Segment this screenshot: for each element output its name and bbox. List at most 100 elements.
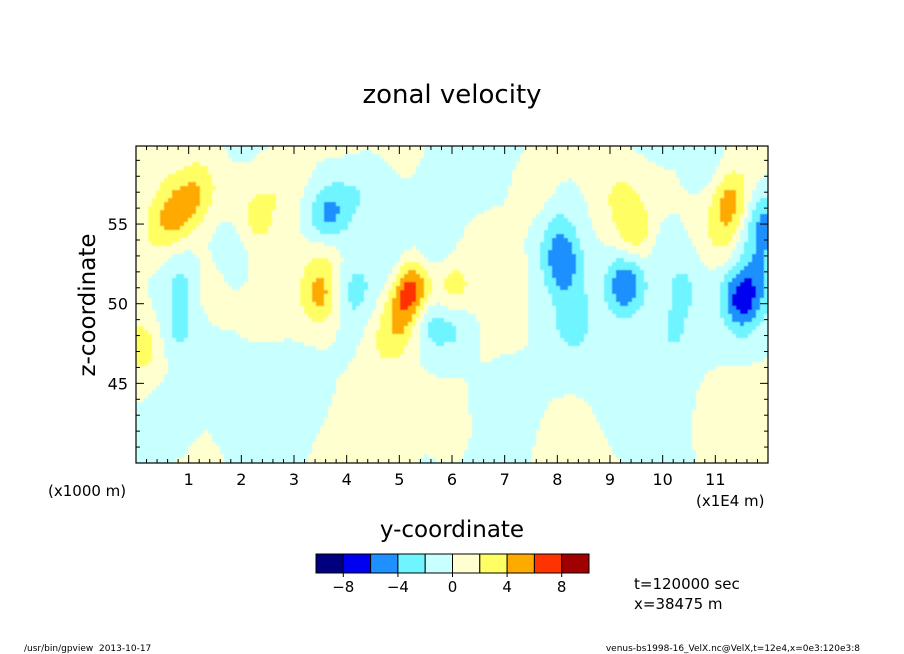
field-cell <box>236 326 241 331</box>
field-cell <box>284 454 289 459</box>
field-cell <box>308 322 313 327</box>
field-cell <box>284 374 289 379</box>
field-cell <box>320 202 325 207</box>
field-cell <box>328 346 333 351</box>
field-cell <box>248 314 253 319</box>
field-cell <box>164 330 169 335</box>
field-cell <box>312 194 317 199</box>
field-cell <box>228 202 233 207</box>
field-cell <box>248 358 253 363</box>
field-cell <box>300 162 305 167</box>
field-cell <box>332 298 337 303</box>
field-cell <box>252 454 257 459</box>
field-cell <box>248 378 253 383</box>
field-cell <box>328 314 333 319</box>
field-cell <box>196 278 201 283</box>
field-cell <box>324 254 329 259</box>
field-cell <box>372 282 377 287</box>
field-cell <box>184 166 189 171</box>
field-cell <box>320 246 325 251</box>
field-cell <box>312 286 317 291</box>
field-cell <box>156 358 161 363</box>
field-cell <box>300 222 305 227</box>
field-cell <box>260 370 265 375</box>
field-cell <box>212 278 217 283</box>
field-cell <box>384 206 389 211</box>
field-cell <box>164 194 169 199</box>
field-cell <box>284 330 289 335</box>
field-cell <box>268 358 273 363</box>
field-cell <box>176 422 181 427</box>
field-cell <box>176 198 181 203</box>
field-cell <box>300 366 305 371</box>
field-cell <box>200 146 205 151</box>
field-cell <box>232 258 237 263</box>
field-cell <box>244 178 249 183</box>
field-cell <box>136 314 141 319</box>
field-cell <box>192 298 197 303</box>
field-cell <box>292 370 297 375</box>
field-cell <box>280 442 285 447</box>
field-cell <box>144 370 149 375</box>
field-cell <box>352 362 357 367</box>
field-cell <box>268 218 273 223</box>
field-cell <box>140 322 145 327</box>
field-cell <box>372 262 377 267</box>
field-cell <box>152 454 157 459</box>
field-cell <box>332 394 337 399</box>
field-cell <box>152 358 157 363</box>
field-cell <box>164 222 169 227</box>
field-cell <box>236 178 241 183</box>
field-cell <box>276 318 281 323</box>
field-cell <box>296 178 301 183</box>
field-cell <box>356 386 361 391</box>
field-cell <box>144 410 149 415</box>
field-cell <box>256 446 261 451</box>
field-cell <box>368 286 373 291</box>
field-cell <box>376 294 381 299</box>
field-cell <box>228 438 233 443</box>
field-cell <box>196 158 201 163</box>
field-cell <box>240 166 245 171</box>
field-cell <box>376 162 381 167</box>
field-cell <box>224 326 229 331</box>
field-cell <box>216 378 221 383</box>
field-cell <box>228 226 233 231</box>
field-cell <box>288 426 293 431</box>
field-cell <box>324 206 329 211</box>
field-cell <box>172 270 177 275</box>
field-cell <box>176 150 181 155</box>
field-cell <box>168 434 173 439</box>
field-cell <box>188 246 193 251</box>
field-cell <box>312 242 317 247</box>
field-cell <box>172 226 177 231</box>
field-cell <box>220 202 225 207</box>
field-cell <box>180 194 185 199</box>
field-cell <box>192 302 197 307</box>
field-cell <box>268 298 273 303</box>
field-cell <box>352 422 357 427</box>
field-cell <box>320 346 325 351</box>
field-cell <box>276 302 281 307</box>
field-cell <box>232 302 237 307</box>
field-cell <box>360 242 365 247</box>
field-cell <box>156 422 161 427</box>
field-cell <box>352 434 357 439</box>
field-cell <box>332 218 337 223</box>
field-cell <box>272 150 277 155</box>
field-cell <box>224 402 229 407</box>
field-cell <box>208 422 213 427</box>
field-cell <box>212 198 217 203</box>
field-cell <box>380 294 385 299</box>
field-cell <box>264 438 269 443</box>
field-cell <box>172 366 177 371</box>
field-cell <box>312 330 317 335</box>
field-cell <box>156 330 161 335</box>
field-cell <box>284 342 289 347</box>
field-cell <box>188 214 193 219</box>
field-cell <box>372 270 377 275</box>
field-cell <box>368 206 373 211</box>
field-cell <box>372 250 377 255</box>
field-cell <box>200 410 205 415</box>
field-cell <box>140 386 145 391</box>
